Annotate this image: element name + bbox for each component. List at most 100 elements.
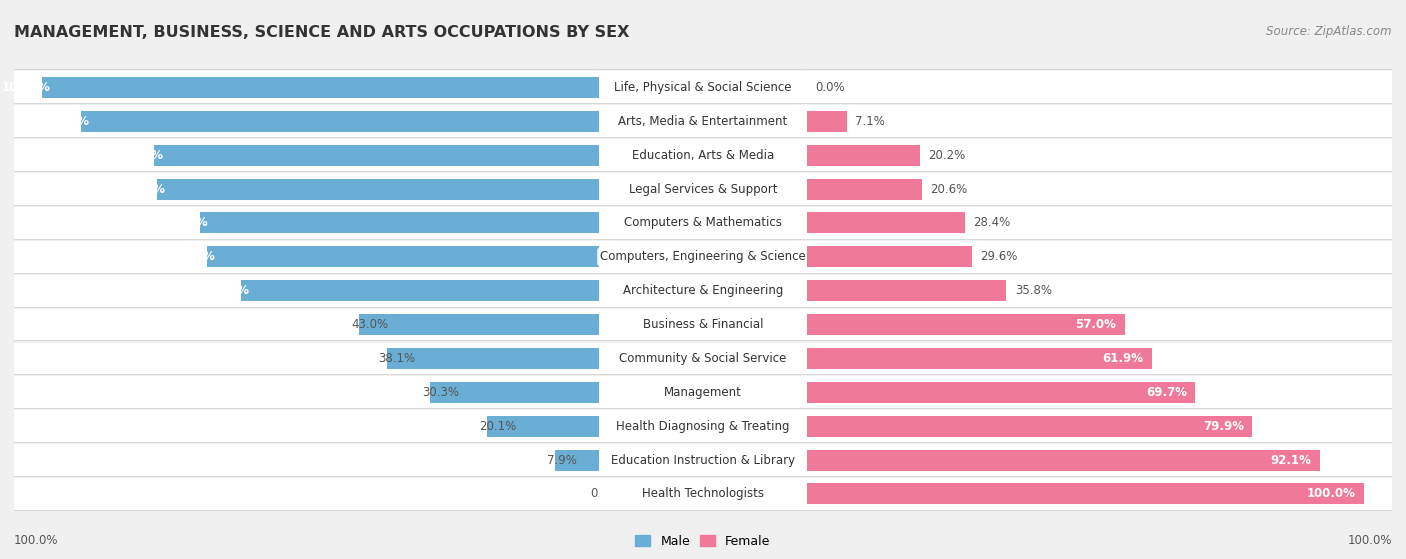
Bar xyxy=(807,173,1392,205)
Bar xyxy=(14,241,599,273)
Text: 57.0%: 57.0% xyxy=(1076,318,1116,331)
Bar xyxy=(599,444,807,476)
Bar xyxy=(14,444,599,476)
Bar xyxy=(14,309,599,340)
Text: 0.0%: 0.0% xyxy=(591,487,620,500)
Bar xyxy=(14,173,599,205)
Bar xyxy=(807,139,1392,171)
Text: 7.9%: 7.9% xyxy=(547,453,576,467)
Text: 100.0%: 100.0% xyxy=(1347,534,1392,547)
Bar xyxy=(599,139,807,171)
Bar xyxy=(486,416,599,437)
Bar xyxy=(807,478,1392,510)
Text: 35.8%: 35.8% xyxy=(1015,284,1052,297)
Bar xyxy=(807,416,1253,437)
Text: 79.4%: 79.4% xyxy=(124,183,165,196)
Text: 0.0%: 0.0% xyxy=(815,81,845,94)
Text: Business & Financial: Business & Financial xyxy=(643,318,763,331)
Bar xyxy=(807,111,846,132)
Bar xyxy=(42,77,599,98)
Bar xyxy=(14,105,599,137)
Bar xyxy=(807,72,1392,103)
Text: 64.2%: 64.2% xyxy=(208,284,250,297)
Text: 43.0%: 43.0% xyxy=(352,318,388,331)
Bar xyxy=(14,275,599,306)
Bar xyxy=(807,241,1392,273)
Bar xyxy=(360,314,599,335)
Bar xyxy=(14,410,599,442)
Bar xyxy=(599,275,807,306)
Text: 69.7%: 69.7% xyxy=(1146,386,1187,399)
Text: Life, Physical & Social Science: Life, Physical & Social Science xyxy=(614,81,792,94)
Text: Health Diagnosing & Treating: Health Diagnosing & Treating xyxy=(616,420,790,433)
Bar xyxy=(807,444,1392,476)
Bar xyxy=(599,241,807,273)
Bar xyxy=(14,207,599,239)
Bar xyxy=(599,309,807,340)
Bar xyxy=(430,382,599,403)
Bar xyxy=(599,105,807,137)
Bar xyxy=(807,145,920,165)
Bar xyxy=(807,314,1125,335)
Bar xyxy=(599,478,807,510)
Text: Arts, Media & Entertainment: Arts, Media & Entertainment xyxy=(619,115,787,128)
Text: 30.3%: 30.3% xyxy=(422,386,458,399)
Bar xyxy=(200,212,599,234)
Text: 79.8%: 79.8% xyxy=(122,149,163,162)
Bar xyxy=(82,111,599,132)
Text: 28.4%: 28.4% xyxy=(973,216,1011,229)
Bar xyxy=(807,280,1007,301)
Bar xyxy=(807,309,1392,340)
Text: 29.6%: 29.6% xyxy=(980,250,1018,263)
Text: 20.6%: 20.6% xyxy=(931,183,967,196)
Text: 92.1%: 92.1% xyxy=(1271,453,1312,467)
Text: 61.9%: 61.9% xyxy=(1102,352,1143,365)
Bar xyxy=(242,280,599,301)
Bar xyxy=(807,382,1195,403)
Text: Health Technologists: Health Technologists xyxy=(643,487,763,500)
Bar xyxy=(156,178,599,200)
Bar xyxy=(807,449,1320,471)
Text: 100.0%: 100.0% xyxy=(14,534,59,547)
Bar xyxy=(807,484,1364,504)
Text: 79.9%: 79.9% xyxy=(1202,420,1244,433)
Bar xyxy=(387,348,599,369)
Text: Community & Social Service: Community & Social Service xyxy=(619,352,787,365)
Text: MANAGEMENT, BUSINESS, SCIENCE AND ARTS OCCUPATIONS BY SEX: MANAGEMENT, BUSINESS, SCIENCE AND ARTS O… xyxy=(14,25,630,40)
Text: Education Instruction & Library: Education Instruction & Library xyxy=(612,453,794,467)
Bar xyxy=(807,247,972,267)
Text: 92.9%: 92.9% xyxy=(49,115,90,128)
Text: 70.4%: 70.4% xyxy=(174,250,215,263)
Text: Management: Management xyxy=(664,386,742,399)
Text: 38.1%: 38.1% xyxy=(378,352,416,365)
Bar xyxy=(807,207,1392,239)
Bar xyxy=(807,212,965,234)
Bar xyxy=(599,376,807,408)
Bar xyxy=(599,173,807,205)
Text: Architecture & Engineering: Architecture & Engineering xyxy=(623,284,783,297)
Text: Source: ZipAtlas.com: Source: ZipAtlas.com xyxy=(1267,25,1392,38)
Bar xyxy=(14,139,599,171)
Bar xyxy=(807,410,1392,442)
Bar xyxy=(807,376,1392,408)
Bar xyxy=(14,376,599,408)
Bar xyxy=(599,207,807,239)
Text: Legal Services & Support: Legal Services & Support xyxy=(628,183,778,196)
Bar xyxy=(807,343,1392,375)
Text: Education, Arts & Media: Education, Arts & Media xyxy=(631,149,775,162)
Text: 100.0%: 100.0% xyxy=(1,81,51,94)
Text: Computers & Mathematics: Computers & Mathematics xyxy=(624,216,782,229)
Bar xyxy=(14,72,599,103)
Bar xyxy=(599,343,807,375)
Bar xyxy=(207,247,599,267)
Bar xyxy=(807,348,1152,369)
Text: 100.0%: 100.0% xyxy=(1306,487,1355,500)
Bar xyxy=(155,145,599,165)
Text: 71.7%: 71.7% xyxy=(167,216,208,229)
Bar xyxy=(807,178,922,200)
Text: Computers, Engineering & Science: Computers, Engineering & Science xyxy=(600,250,806,263)
Legend: Male, Female: Male, Female xyxy=(630,530,776,553)
Bar xyxy=(14,343,599,375)
Bar xyxy=(14,478,599,510)
Bar xyxy=(807,105,1392,137)
